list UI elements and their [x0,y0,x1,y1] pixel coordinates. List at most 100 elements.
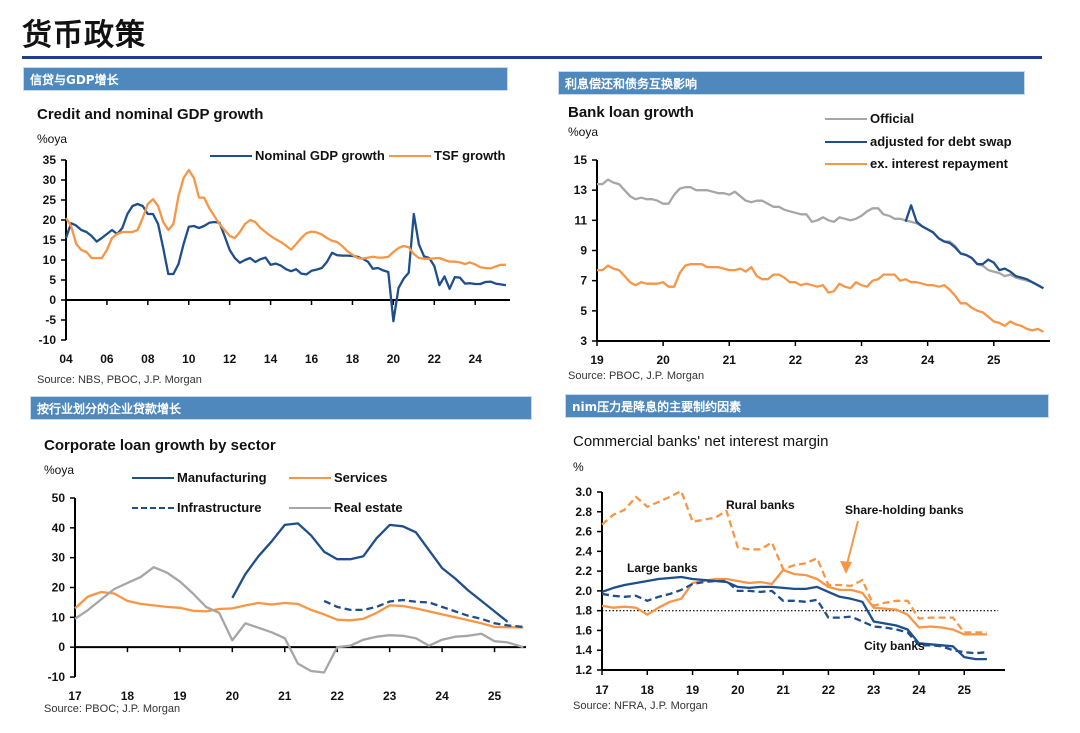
y-tick-label: 3 [580,334,587,348]
series-line-manufacturing [231,522,509,623]
y-tick-label: -10 [48,670,66,684]
y-tick-label: 2.8 [575,505,592,519]
x-tick-label: 06 [100,352,114,366]
chart2-legend-item-official: Official [825,111,914,126]
x-tick-label: 08 [141,352,155,366]
chart2-unit: %oya [568,125,599,139]
y-tick-label: 0 [58,640,65,654]
panel-bar-credit-gdp: 信贷与GDP增长 [23,67,508,91]
legend-label: Manufacturing [177,470,267,485]
y-tick-label: 20 [43,213,57,227]
y-tick-label: 2.0 [575,584,592,598]
series-line-nominal-gdp-growth [64,202,507,323]
x-tick-label: 19 [686,683,700,697]
x-tick-label: 25 [987,353,1001,367]
x-tick-label: 24 [469,352,483,366]
y-tick-label: 3.0 [575,485,592,499]
chart3-legend-item-services: Services [289,470,388,485]
x-tick-label: 23 [867,683,881,697]
x-tick-label: 21 [278,689,292,703]
y-tick-label: 30 [52,551,66,565]
legend-label: Infrastructure [177,500,262,515]
legend-swatch [210,154,252,157]
y-tick-label: 25 [43,193,57,207]
legend-swatch [132,506,174,509]
y-tick-label: 40 [52,521,66,535]
chart3-unit: %oya [44,463,75,477]
panel-bar-interest-debt-swap: 利息偿还和债务互换影响 [558,71,1025,95]
y-tick-label: 1.6 [575,623,592,637]
y-tick-label: 10 [43,253,57,267]
x-tick-label: 21 [723,353,737,367]
chart2-source: Source: PBOC, J.P. Morgan [568,370,705,382]
chart2-legend-item-ex-interest: ex. interest repayment [825,156,1008,171]
legend-swatch [825,117,867,120]
y-tick-label: 5 [49,273,56,287]
y-tick-label: 13 [574,183,588,197]
legend-label: Real estate [334,500,403,515]
x-tick-label: 23 [855,353,869,367]
chart3-source: Source: PBOC; J.P. Morgan [44,703,181,715]
legend-label: ex. interest repayment [870,156,1009,171]
series-line-city-banks [601,579,988,655]
y-tick-label: 5 [580,304,587,318]
x-tick-label: 24 [921,353,935,367]
annotation-arrowhead [840,561,852,574]
legend-label: TSF growth [434,148,506,163]
chart4-title: Commercial banks' net interest margin [573,433,829,450]
x-tick-label: 14 [264,352,278,366]
x-tick-label: 17 [595,683,609,697]
x-tick-label: 22 [822,683,836,697]
x-tick-label: 12 [223,352,237,366]
series-line-infrastructure [323,598,524,629]
x-tick-label: 18 [121,689,135,703]
y-tick-label: 9 [580,244,587,258]
y-tick-label: 0 [49,293,56,307]
chart1-source: Source: NBS, PBOC, J.P. Morgan [37,374,202,386]
panel-bar-corporate-loans: 按行业划分的企业贷款增长 [30,396,532,420]
series-line-ex-interest-repayment [597,262,1044,333]
y-tick-label: 1.2 [575,663,592,677]
x-tick-label: 20 [387,352,401,366]
legend-label: Services [334,470,388,485]
y-tick-label: 11 [574,213,587,227]
series-line-rural-banks [601,489,987,634]
x-tick-label: 22 [789,353,803,367]
chart1-legend-item-gdp: Nominal GDP growth [210,148,385,163]
y-tick-label: 2.2 [575,564,592,578]
x-tick-label: 10 [182,352,196,366]
x-tick-label: 18 [641,683,655,697]
y-tick-label: -10 [39,333,57,347]
annotation-share-holding-banks: Share-holding banks [845,503,964,517]
legend-swatch [825,140,867,143]
chart4-unit: % [573,460,584,474]
legend-label: Nominal GDP growth [255,148,385,163]
x-tick-label: 23 [383,689,397,703]
panel-bar-nim: nim压力是降息的主要制约因素 [565,394,1049,418]
annotation-rural-banks: Rural banks [726,498,795,512]
series-line-real-estate [74,566,524,674]
x-tick-label: 19 [590,353,604,367]
legend-swatch [289,476,331,479]
series-line-large-banks [601,575,987,661]
annotation-arrow [845,520,859,569]
x-tick-label: 16 [305,352,319,366]
title-rule [22,56,1042,59]
x-tick-label: 20 [656,353,670,367]
x-tick-label: 17 [68,689,82,703]
series-line-adjusted-for-debt-swap [904,204,1044,290]
series-line-services [74,590,524,629]
legend-label: adjusted for debt swap [870,134,1012,149]
annotation-large-banks: Large banks [627,561,698,575]
legend-swatch [289,506,331,509]
chart4-source: Source: NFRA, J.P. Morgan [573,700,708,712]
series-line-share-holding-banks [601,568,987,636]
chart1-legend-item-tsf: TSF growth [389,148,506,163]
x-tick-label: 19 [173,689,187,703]
series-line-tsf-growth [65,168,506,270]
y-tick-label: 35 [43,153,57,167]
page-title: 货币政策 [22,18,146,53]
y-tick-label: 10 [52,610,66,624]
